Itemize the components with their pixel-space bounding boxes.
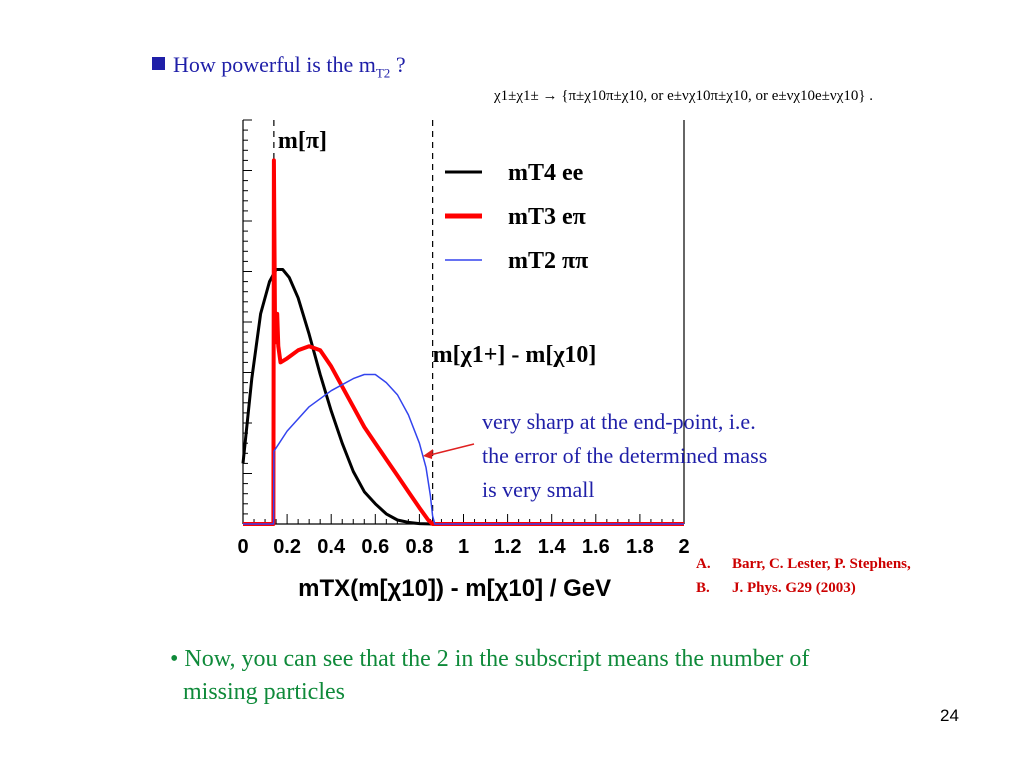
endpoint-marker-label: m[χ1+] - m[χ10]	[433, 342, 597, 368]
annotation-line-2: the error of the determined mass	[482, 443, 768, 468]
x-tick-label: 0.8	[405, 536, 433, 558]
annotation-arrow	[429, 443, 475, 456]
x-tick-label: 1.4	[538, 536, 567, 558]
slide-title: How powerful is the mT2 ?	[152, 52, 406, 81]
annotation-line-3: is very small	[482, 477, 595, 502]
title-subscript: T2	[375, 65, 391, 81]
x-tick-label: 2	[678, 536, 689, 558]
x-tick-label: 1	[458, 536, 469, 558]
footer-line-2: missing particles	[183, 679, 345, 705]
annotation-text: very sharp at the end-point, i.e. the er…	[482, 405, 767, 507]
annotation-line-1: very sharp at the end-point, i.e.	[482, 409, 756, 434]
series-line	[243, 373, 684, 525]
x-tick-label: 1.6	[582, 536, 610, 558]
x-tick-label: 1.2	[494, 536, 522, 558]
x-tick-label: 0.4	[317, 536, 346, 558]
legend-label: mT3 eπ	[508, 204, 586, 230]
series-line	[243, 158, 684, 526]
reference-item: B. J. Phys. G29 (2003)	[696, 576, 911, 600]
x-tick-label: 0.2	[273, 536, 301, 558]
reaction-formula: χ1±χ1± → {π±χ10π±χ10, or e±νχ10π±χ10, or…	[494, 88, 874, 104]
footer-line-1: • Now, you can see that the 2 in the sub…	[170, 646, 810, 672]
x-axis-title: mTX(m[χ10]) - m[χ10] / GeV	[298, 575, 611, 602]
footer-note: • Now, you can see that the 2 in the sub…	[170, 643, 809, 709]
endpoint-marker-label: m[π]	[278, 128, 327, 154]
square-bullet-icon	[152, 57, 165, 70]
reference-text: Barr, C. Lester, P. Stephens,	[732, 556, 911, 572]
reference-marker: A.	[696, 556, 711, 572]
arrowhead-icon	[423, 449, 433, 459]
legend-label: mT4 ee	[508, 160, 584, 186]
page-number: 24	[940, 706, 959, 725]
title-suffix: ?	[390, 52, 406, 77]
reference-marker: B.	[696, 580, 710, 596]
title-prefix: How powerful is the m	[173, 52, 376, 77]
x-tick-label: 1.8	[626, 536, 654, 558]
x-tick-label: 0.6	[361, 536, 389, 558]
reference-item: A. Barr, C. Lester, P. Stephens,	[696, 552, 911, 576]
references: A. Barr, C. Lester, P. Stephens, B. J. Phy…	[696, 552, 911, 600]
legend-label: mT2 ππ	[508, 248, 588, 274]
x-tick-label: 0	[237, 536, 248, 558]
reference-text: J. Phys. G29 (2003)	[732, 580, 856, 596]
